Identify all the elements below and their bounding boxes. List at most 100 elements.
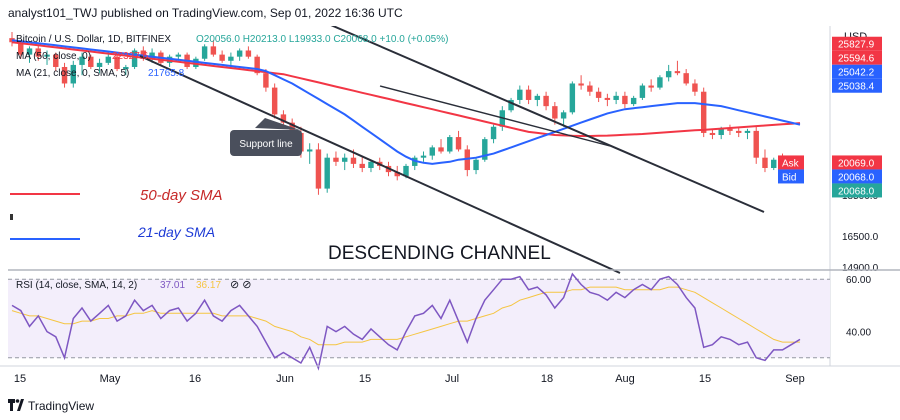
channel-mid-line [379, 85, 611, 147]
candle-body [44, 54, 50, 57]
candle-body [341, 157, 348, 162]
candle-body [96, 62, 103, 67]
candle-body [438, 147, 444, 152]
candle [438, 139, 444, 154]
price-badge-bg [832, 155, 882, 170]
candle [587, 81, 593, 96]
time-tick-label: 15 [699, 373, 711, 385]
candle [324, 153, 330, 193]
price-badge: 25038.4 [832, 78, 882, 93]
candle-body [350, 157, 357, 164]
candle [333, 151, 339, 166]
price-badge: 25042.2 [832, 64, 882, 79]
candle-body [692, 83, 698, 92]
candle-body [175, 54, 182, 57]
price-badge-bg [832, 78, 882, 93]
candle-body [482, 139, 488, 160]
candle [613, 91, 619, 105]
candle-body [245, 50, 252, 57]
price-badge: 25594.6 [832, 50, 882, 65]
candle-body [508, 99, 514, 111]
candle-body [525, 89, 532, 100]
candle [26, 46, 33, 63]
candle [517, 85, 523, 105]
candle-body [123, 66, 129, 70]
price-badge-label: 25827.9 [838, 40, 875, 51]
candle-body [473, 159, 479, 171]
candle [44, 50, 50, 65]
candle-body [560, 112, 567, 119]
channel-title: DESCENDING CHANNEL [328, 243, 551, 264]
time-tick-label: Sep [785, 373, 805, 385]
candle-body [219, 54, 225, 61]
candle-body [324, 157, 330, 189]
candle-body [315, 149, 322, 189]
candle [447, 135, 453, 154]
candle-body [648, 85, 654, 88]
candle [753, 126, 759, 164]
candle-body [735, 130, 742, 133]
candle [245, 46, 252, 59]
candle-body [228, 56, 234, 61]
price-tick-label: 16500.0 [842, 232, 879, 243]
candle-body [517, 89, 523, 100]
time-tick-label: May [100, 373, 121, 385]
price-badge-label: 25042.2 [838, 68, 875, 79]
candle-body [447, 137, 453, 152]
candle [657, 75, 663, 90]
candle-body [709, 132, 716, 136]
candle-body [210, 46, 217, 55]
candle-body [587, 85, 593, 92]
rsi-tick-label: 40.00 [846, 328, 871, 339]
candle [534, 93, 541, 107]
candle-body [333, 157, 339, 162]
candle-body [604, 97, 611, 100]
candle-body [254, 56, 260, 74]
candle-body [201, 46, 208, 59]
candle-body [683, 73, 689, 84]
candle-body [149, 52, 155, 59]
candle [648, 79, 654, 92]
candle [123, 64, 129, 76]
time-tick-label: 16 [189, 373, 201, 385]
candle [490, 124, 497, 144]
candle [683, 69, 689, 86]
candle [622, 91, 628, 109]
sma50-legend-label: 50-day SMA [140, 187, 223, 204]
candle [578, 75, 584, 90]
candle-body [455, 137, 462, 150]
candle-body [368, 161, 374, 168]
candle-body [61, 66, 68, 84]
candle [96, 58, 103, 74]
price-badge: 20068.0 [832, 183, 882, 198]
candle-body [613, 95, 619, 100]
candle-body [753, 130, 759, 158]
time-axis-ticks: 15 May 16 Jun 15 Jul 18 Aug 15 Sep [14, 373, 805, 385]
candle-body [665, 71, 672, 78]
candle [341, 153, 348, 171]
price-badge-label: 20068.0 [838, 172, 875, 183]
legend-ma50-label: MA (50, close, 0) [16, 51, 91, 62]
candle [482, 137, 488, 162]
candle [508, 97, 514, 113]
time-tick-label: 15 [359, 373, 371, 385]
candle [692, 79, 698, 96]
price-badge-tag-bg [778, 155, 804, 170]
legend-ma21-value: 21765.8 [148, 68, 185, 79]
time-tick-label: Aug [615, 373, 635, 385]
time-tick-label: Jun [276, 373, 294, 385]
price-badge-bg [832, 169, 882, 184]
candle [464, 145, 471, 177]
price-badge-bg [832, 183, 882, 198]
candle-body [35, 48, 41, 57]
price-chart[interactable]: Support line 50-day SMA 21-day SMA DESCE… [0, 26, 900, 392]
price-badge-label: 25594.6 [838, 54, 875, 65]
candle-body [9, 38, 15, 43]
candle-body [674, 71, 681, 74]
candle [70, 60, 77, 88]
sma21-legend-label: 21-day SMA [137, 224, 215, 240]
candle [315, 143, 322, 195]
candle [236, 48, 243, 61]
